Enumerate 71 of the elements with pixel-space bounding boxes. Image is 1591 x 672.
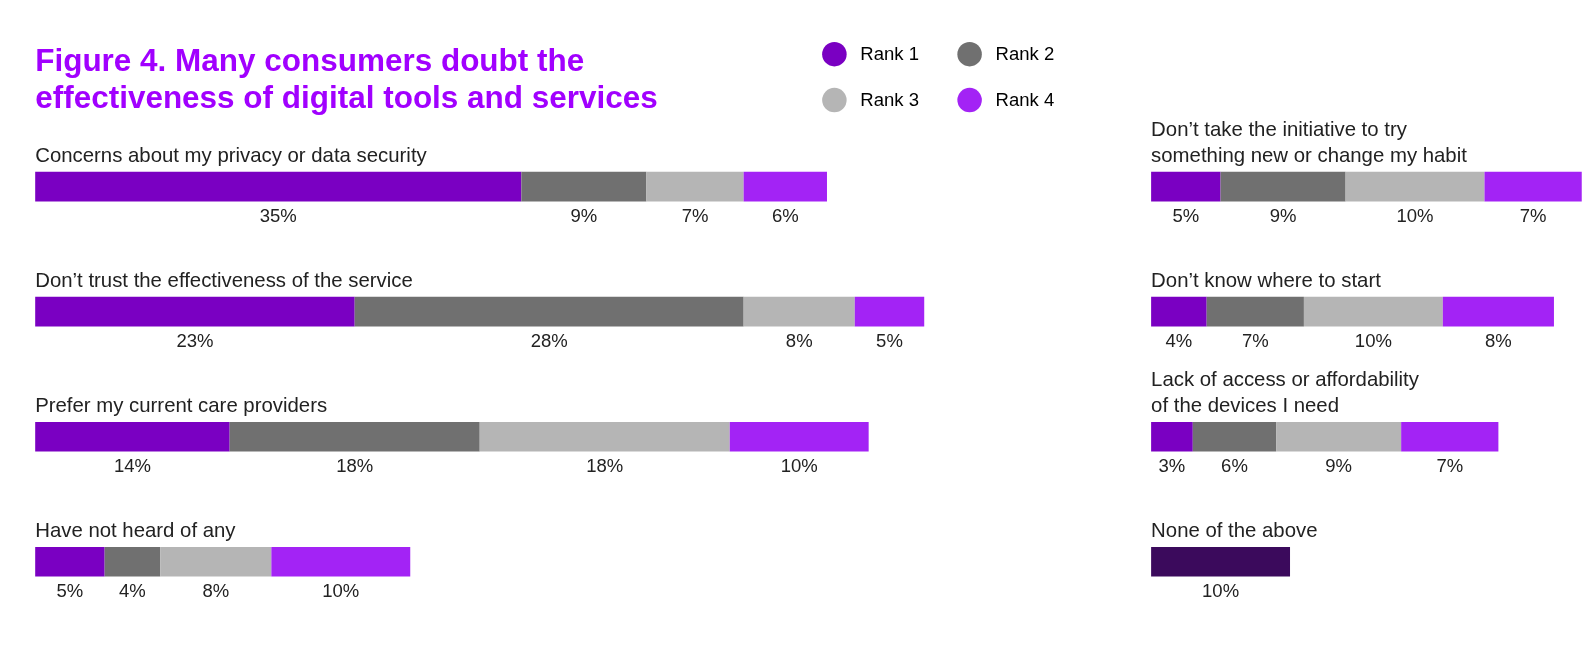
bar <box>743 171 827 202</box>
bar <box>1206 296 1304 327</box>
data-label: 7% <box>1519 204 1547 226</box>
legend-label: Rank 2 <box>995 42 1055 64</box>
data-label: 7% <box>1241 329 1269 351</box>
category-label: Lack of access or affordability of the devices I need <box>1151 367 1419 416</box>
data-label: 14% <box>113 454 151 476</box>
legend-label: Rank 1 <box>860 42 919 64</box>
data-label: 28% <box>530 329 568 351</box>
category-label: Prefer my current care providers <box>35 393 328 416</box>
bar <box>354 296 744 327</box>
bar <box>35 296 355 327</box>
bar <box>743 296 855 327</box>
data-label: 23% <box>176 329 214 351</box>
data-label: 8% <box>202 579 230 601</box>
bar <box>35 546 105 577</box>
data-label: 3% <box>1158 454 1186 476</box>
data-label: 10% <box>1202 579 1240 601</box>
data-label: 5% <box>56 579 84 601</box>
bar <box>521 171 647 202</box>
category-label: Don’t know where to start <box>1151 268 1381 291</box>
bar <box>1151 171 1221 202</box>
bar <box>35 171 522 202</box>
data-label: 8% <box>785 329 813 351</box>
data-label: 8% <box>1485 329 1512 351</box>
data-label: 18% <box>586 454 624 476</box>
legend-label: Rank 3 <box>860 88 919 110</box>
data-label: 10% <box>780 454 818 476</box>
data-label: 4% <box>1165 329 1193 351</box>
data-label: 6% <box>1221 454 1248 476</box>
bar <box>35 421 230 452</box>
data-label: 9% <box>1325 454 1353 476</box>
data-label: 6% <box>771 204 799 226</box>
bar <box>271 546 411 577</box>
bar <box>1345 171 1485 202</box>
bar <box>1401 421 1499 452</box>
bar <box>1151 546 1291 577</box>
data-label: 10% <box>1396 204 1434 226</box>
chart-title: Figure 4. Many consumers doubt the effectiveness of digital tools and services <box>35 43 658 116</box>
data-label: 9% <box>570 204 598 226</box>
data-label: 10% <box>322 579 360 601</box>
data-label: 5% <box>1172 204 1200 226</box>
bar <box>1303 296 1443 327</box>
category-label: Concerns about my privacy or data security <box>35 143 427 166</box>
data-label: 4% <box>119 579 146 601</box>
data-label: 18% <box>336 454 374 476</box>
bar <box>854 296 925 327</box>
bar <box>729 421 869 452</box>
bar <box>646 171 744 202</box>
data-label: 5% <box>876 329 903 351</box>
category-label: Don’t take the initiative to try something new or change my habit <box>1151 117 1467 166</box>
data-label: 35% <box>259 204 297 226</box>
data-label: 7% <box>681 204 709 226</box>
bar <box>1442 296 1554 327</box>
bar <box>229 421 480 452</box>
bar <box>1192 421 1277 452</box>
category-label: None of the above <box>1151 518 1318 541</box>
data-label: 7% <box>1436 454 1464 476</box>
bar <box>479 421 730 452</box>
category-label: Don’t trust the effectiveness of the service <box>35 268 413 291</box>
bar <box>1151 421 1193 452</box>
legend-label: Rank 4 <box>995 88 1055 110</box>
category-label: Have not heard of any <box>35 518 236 541</box>
bar <box>160 546 272 577</box>
bar <box>1484 171 1582 202</box>
bar <box>104 546 161 577</box>
bar <box>1220 171 1346 202</box>
bar <box>1151 296 1207 327</box>
data-label: 10% <box>1354 329 1392 351</box>
data-label: 9% <box>1269 204 1297 226</box>
bar <box>1276 421 1402 452</box>
